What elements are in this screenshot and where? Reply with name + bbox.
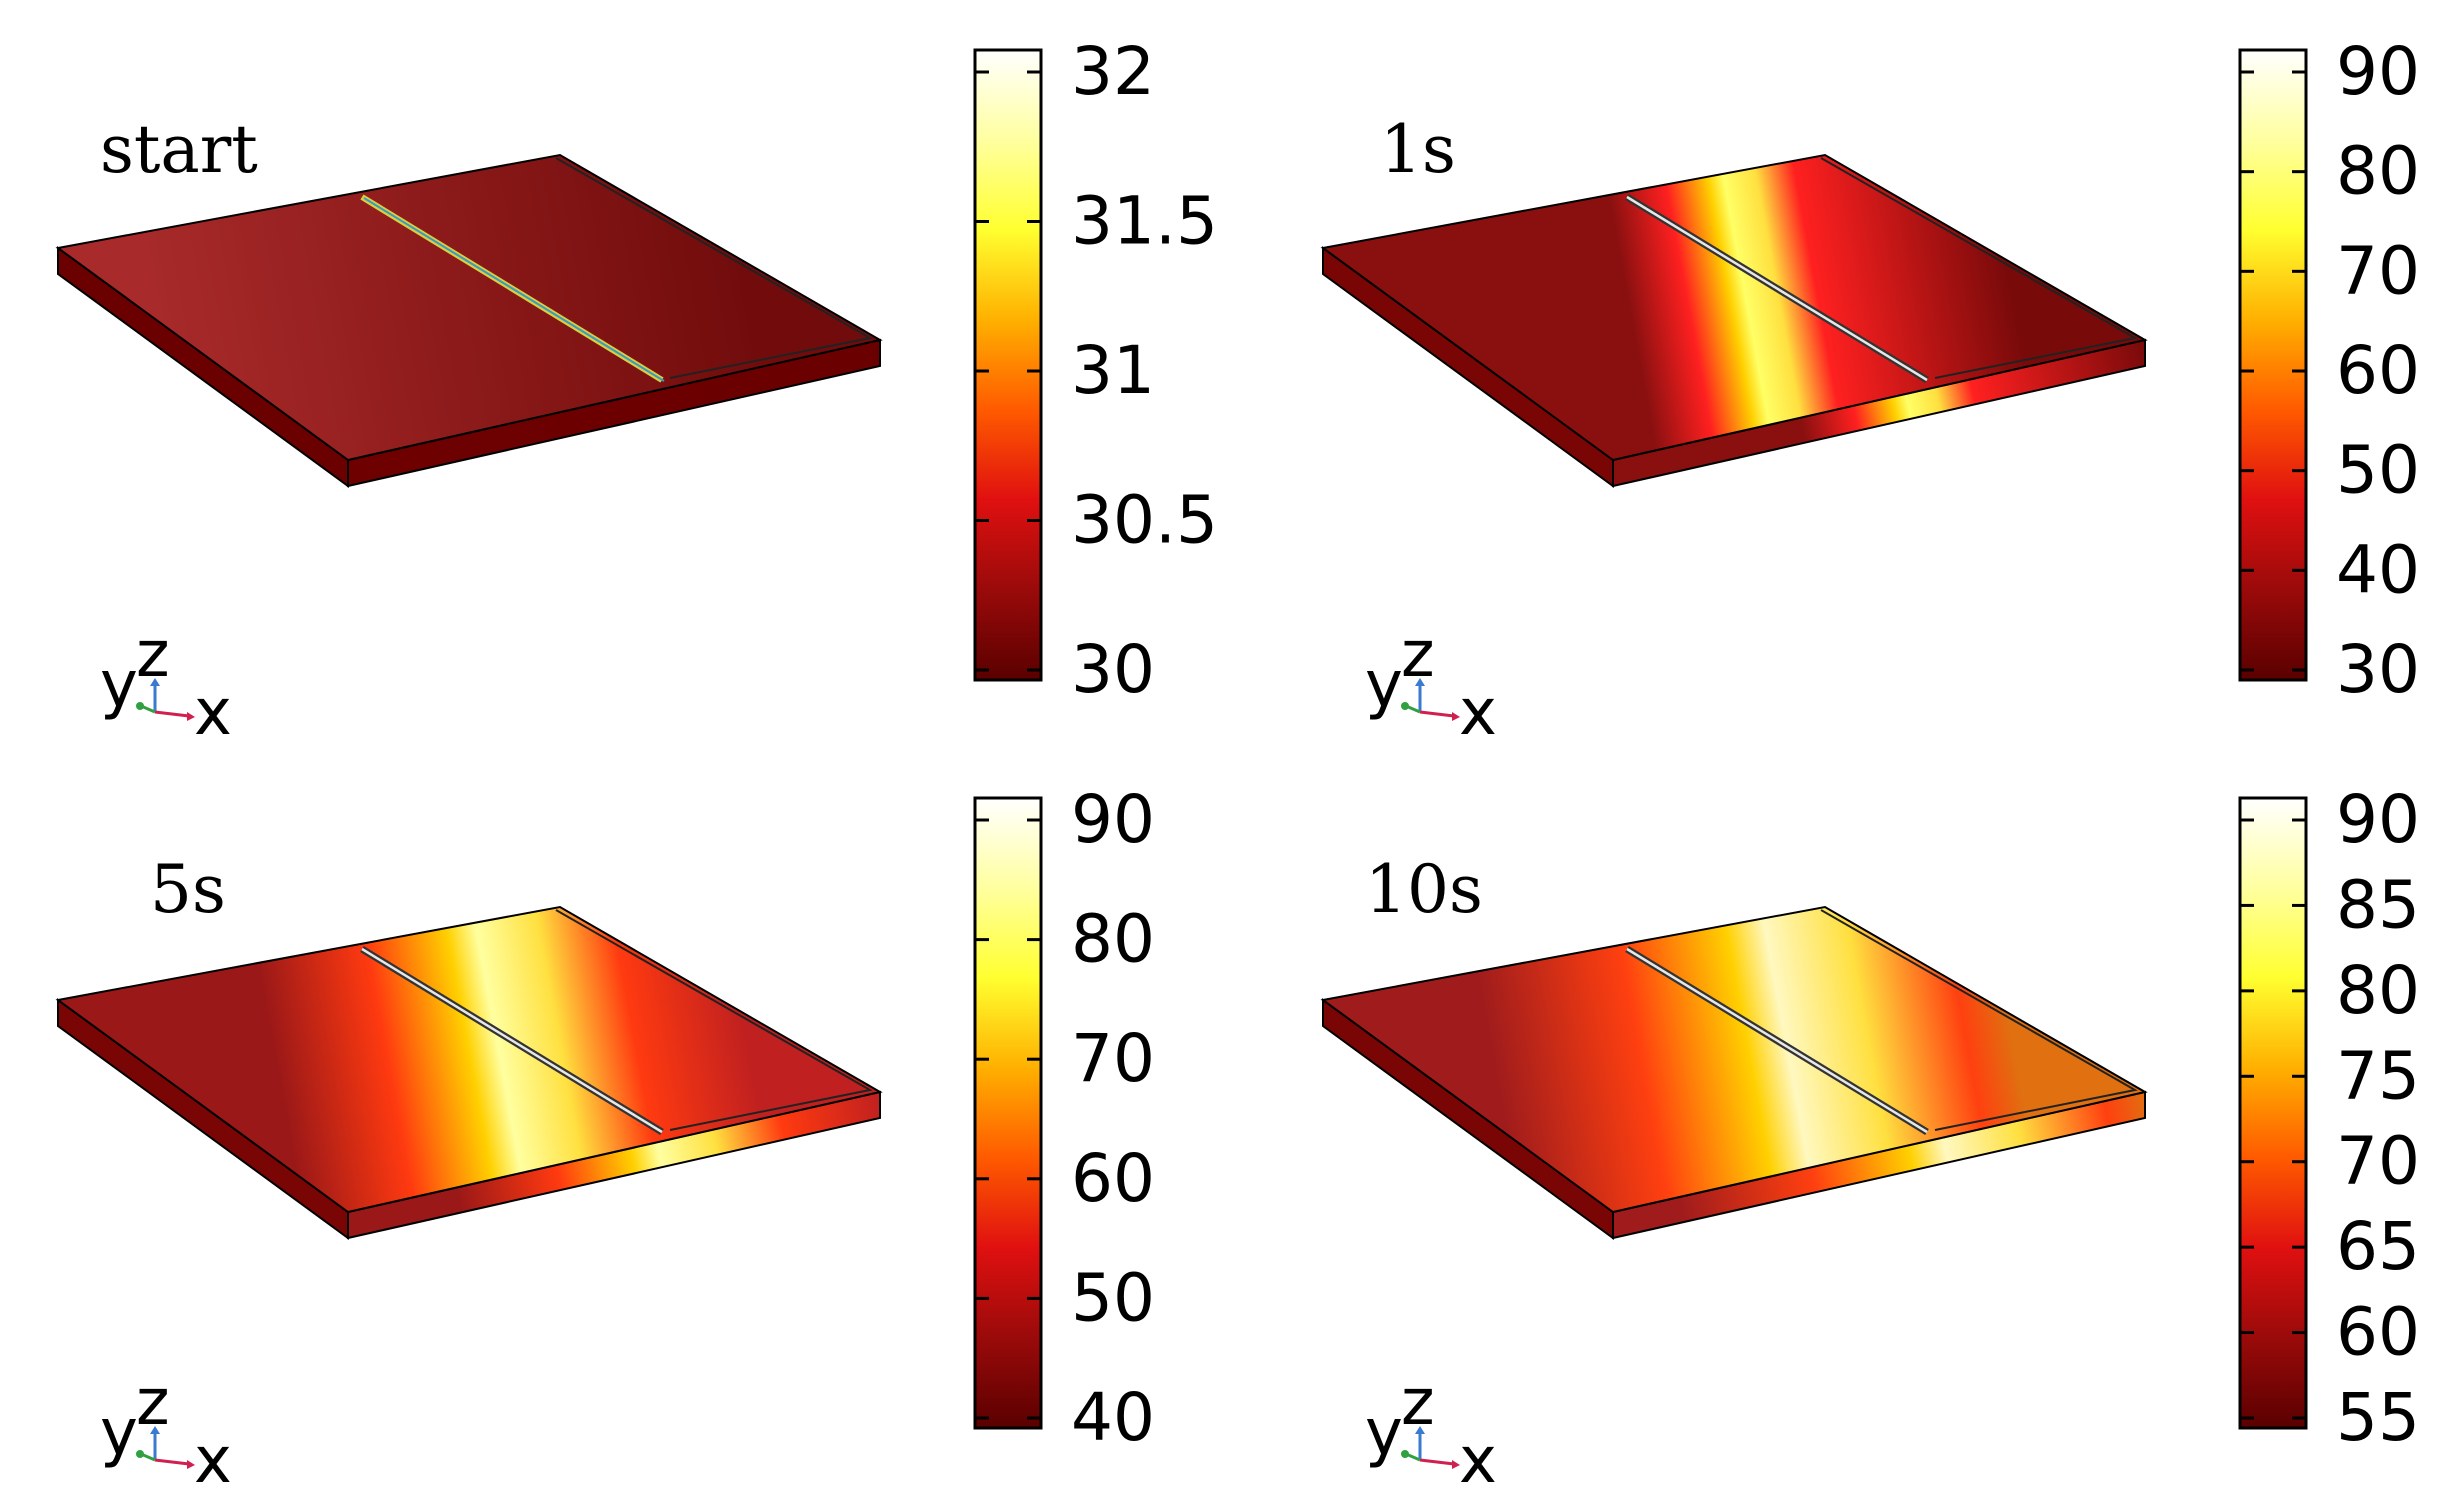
colorbar-tick-label: 31 <box>1071 332 1155 409</box>
plate-top-face <box>1320 905 2148 1214</box>
panel-label-1s: 1s <box>1380 111 1456 188</box>
colorbar-tick-label: 30 <box>2336 631 2420 708</box>
colorbar-tick-label: 60 <box>1071 1140 1155 1217</box>
colorbar-tick-label: 40 <box>1071 1379 1155 1456</box>
colorbar-10s: 90 85 80 75 70 65 60 55 <box>2238 781 2420 1456</box>
colorbar-tick-label: 30.5 <box>1071 482 1218 559</box>
axis-label-z: z <box>1401 1366 1435 1440</box>
axis-label-y: y <box>1365 648 1403 722</box>
colorbar-tick-label: 75 <box>2336 1037 2420 1114</box>
heater-line-inner <box>1626 947 1928 1134</box>
colorbar-gradient <box>2238 48 2308 682</box>
colorbar-1s: 90 80 70 60 50 40 30 <box>2238 33 2420 708</box>
panel-5s: 5s 90 80 70 60 50 40 yzx <box>55 781 1155 1498</box>
axis-label-z: z <box>136 1366 170 1440</box>
plate-start <box>55 153 883 488</box>
colorbar-tick-label: 80 <box>1071 901 1155 978</box>
colorbar-tick-label: 55 <box>2336 1379 2420 1456</box>
z-arrow-head <box>1415 678 1425 686</box>
y-arrow-head <box>1401 702 1409 710</box>
colorbar-gradient <box>2238 796 2308 1430</box>
axis-label-z: z <box>1401 618 1435 692</box>
x-arrow <box>1419 1458 1455 1466</box>
colorbar-tick-label: 90 <box>2336 33 2420 110</box>
axis-triad-1s: yzx <box>1365 618 1497 750</box>
colorbar-tick-label: 90 <box>2336 781 2420 858</box>
axis-triad-start: yzx <box>100 618 232 750</box>
colorbar-tick-label: 70 <box>2336 1123 2420 1200</box>
plate-10s <box>1320 905 2148 1240</box>
panel-start: start 32 31.5 31 30.5 30 yzx <box>55 33 1218 750</box>
y-arrow-head <box>136 1450 144 1458</box>
panel-label-start: start <box>100 111 258 188</box>
axis-label-y: y <box>100 1396 138 1470</box>
panel-1s: 1s 90 80 70 60 50 40 30 yzx <box>1320 33 2420 750</box>
x-arrow <box>154 1458 190 1466</box>
panel-label-5s: 5s <box>150 851 226 928</box>
colorbar-tick-label: 60 <box>2336 1294 2420 1371</box>
plate-top-face <box>1320 153 2148 462</box>
colorbar-gradient <box>973 48 1043 682</box>
panel-label-10s: 10s <box>1365 851 1483 928</box>
colorbar-tick-label: 70 <box>2336 232 2420 309</box>
axis-label-y: y <box>1365 1396 1403 1470</box>
axis-triad-10s: yzx <box>1365 1366 1497 1498</box>
colorbar-gradient <box>973 796 1043 1430</box>
plate-inner-edge <box>555 909 873 1131</box>
axis-label-z: z <box>136 618 170 692</box>
x-arrow-head <box>1452 712 1460 721</box>
colorbar-tick-label: 65 <box>2336 1208 2420 1285</box>
axis-triad-5s: yzx <box>100 1366 232 1498</box>
colorbar-start: 32 31.5 31 30.5 30 <box>973 33 1218 708</box>
colorbar-tick-label: 40 <box>2336 531 2420 608</box>
plate-top-face <box>55 905 883 1214</box>
colorbar-tick-label: 32 <box>1071 33 1155 110</box>
colorbar-tick-label: 80 <box>2336 133 2420 210</box>
plate-inner-edge <box>1820 909 2138 1131</box>
plate-inner-edge <box>1820 157 2138 379</box>
colorbar-tick-label: 50 <box>1071 1259 1155 1336</box>
z-arrow-head <box>150 678 160 686</box>
heater-line-inner <box>363 197 665 382</box>
x-arrow-head <box>1452 1460 1460 1469</box>
axis-label-x: x <box>1459 1424 1497 1498</box>
plate-inner-edge <box>555 157 873 379</box>
x-arrow <box>1419 710 1455 718</box>
axis-label-y: y <box>100 648 138 722</box>
x-arrow-head <box>187 1460 195 1469</box>
colorbar-tick-label: 85 <box>2336 866 2420 943</box>
axis-label-x: x <box>194 1424 232 1498</box>
colorbar-tick-label: 50 <box>2336 432 2420 509</box>
colorbar-5s: 90 80 70 60 50 40 <box>973 781 1155 1456</box>
plate-top-face <box>55 153 883 462</box>
y-arrow-head <box>136 702 144 710</box>
colorbar-tick-label: 90 <box>1071 781 1155 858</box>
z-arrow-head <box>150 1426 160 1434</box>
plate-5s <box>55 905 883 1240</box>
colorbar-tick-label: 70 <box>1071 1020 1155 1097</box>
heater-line-inner <box>1626 195 1928 382</box>
heater-line-inner <box>361 947 663 1134</box>
y-arrow-head <box>1401 1450 1409 1458</box>
plate-1s <box>1320 153 2148 488</box>
x-arrow-head <box>187 712 195 721</box>
panel-10s: 10s 90 85 80 75 70 65 60 55 yzx <box>1320 781 2420 1498</box>
colorbar-tick-label: 31.5 <box>1071 183 1218 260</box>
z-arrow-head <box>1415 1426 1425 1434</box>
colorbar-tick-label: 80 <box>2336 952 2420 1029</box>
colorbar-tick-label: 30 <box>1071 631 1155 708</box>
axis-label-x: x <box>1459 676 1497 750</box>
axis-label-x: x <box>194 676 232 750</box>
x-arrow <box>154 710 190 718</box>
colorbar-tick-label: 60 <box>2336 332 2420 409</box>
